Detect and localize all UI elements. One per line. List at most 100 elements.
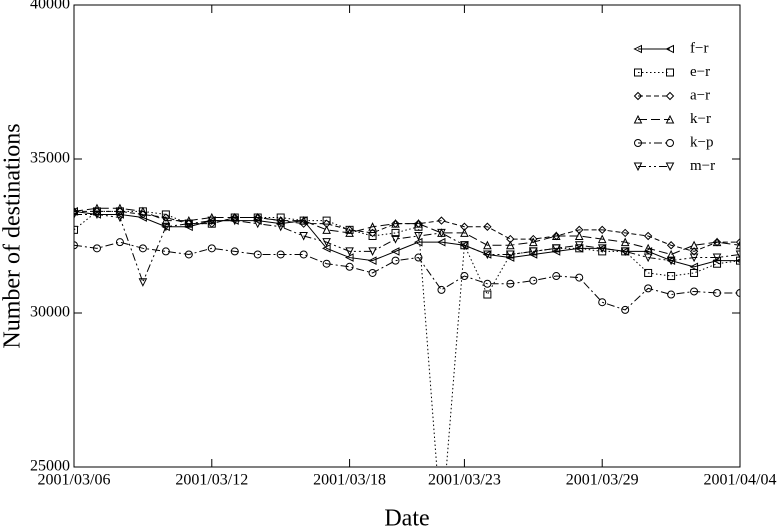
x-tick-label: 2001/04/04	[704, 472, 777, 489]
marker	[368, 232, 377, 240]
marker	[529, 247, 538, 257]
marker	[597, 234, 607, 244]
marker	[138, 244, 147, 253]
marker	[460, 272, 469, 281]
marker	[74, 210, 79, 220]
y-axis-title: Number of destinations	[0, 123, 26, 348]
marker	[115, 213, 125, 223]
marker	[575, 273, 584, 282]
marker	[74, 225, 78, 234]
marker	[276, 222, 285, 232]
marker	[666, 139, 674, 147]
marker	[712, 253, 722, 263]
marker	[74, 241, 78, 250]
marker	[138, 213, 147, 222]
marker	[92, 244, 101, 253]
marker	[633, 91, 643, 101]
marker	[230, 247, 239, 256]
marker	[598, 298, 607, 307]
marker	[574, 241, 584, 250]
marker	[184, 219, 194, 229]
marker	[322, 238, 331, 247]
marker	[506, 240, 515, 250]
legend-label: k−r	[690, 111, 711, 127]
marker	[483, 250, 492, 260]
marker	[644, 268, 653, 277]
legend-label: m−r	[690, 158, 715, 174]
marker	[299, 232, 308, 241]
plot-lines	[74, 203, 740, 530]
marker	[437, 216, 446, 225]
marker	[551, 244, 561, 253]
marker	[345, 228, 354, 237]
marker	[735, 240, 740, 250]
marker	[643, 231, 653, 241]
marker	[161, 222, 170, 232]
marker	[253, 212, 263, 222]
marker	[368, 268, 377, 277]
plot-frame	[73, 4, 741, 468]
marker	[551, 231, 561, 240]
marker	[506, 250, 515, 260]
marker	[368, 228, 377, 238]
marker	[643, 253, 653, 263]
marker	[391, 235, 400, 244]
x-axis-title: Date	[384, 506, 429, 530]
marker	[276, 215, 285, 225]
x-tick-label: 2001/03/06	[38, 472, 111, 489]
series-line	[74, 241, 740, 311]
marker	[665, 91, 675, 101]
marker	[391, 219, 400, 228]
marker	[390, 247, 400, 256]
marker	[597, 225, 607, 235]
marker	[666, 249, 676, 259]
series-line	[74, 213, 740, 284]
marker	[230, 216, 240, 226]
marker	[634, 139, 642, 147]
marker	[575, 244, 584, 253]
marker	[667, 272, 676, 281]
marker	[207, 244, 216, 253]
marker	[735, 250, 740, 260]
marker	[276, 250, 285, 259]
marker	[368, 247, 377, 257]
marker	[460, 241, 469, 250]
marker	[391, 256, 400, 265]
marker	[437, 228, 446, 238]
marker	[253, 219, 263, 229]
series-line	[74, 207, 740, 256]
marker	[736, 288, 740, 297]
marker	[253, 250, 262, 259]
marker	[483, 240, 492, 250]
marker	[138, 278, 148, 287]
marker	[92, 203, 102, 213]
marker	[74, 207, 79, 216]
marker	[368, 222, 377, 231]
legend-label: a−r	[690, 87, 710, 103]
marker	[665, 114, 675, 124]
marker	[299, 215, 308, 225]
marker	[299, 250, 308, 259]
marker	[483, 279, 492, 288]
y-tick-label: 30000	[30, 304, 70, 321]
marker	[644, 284, 653, 293]
marker	[643, 243, 653, 253]
marker	[634, 68, 642, 77]
marker	[438, 525, 445, 530]
marker	[689, 247, 699, 256]
marker	[552, 272, 561, 281]
marker	[667, 290, 676, 299]
x-tick-label: 2001/03/18	[313, 472, 386, 489]
marker	[115, 203, 125, 213]
marker	[506, 279, 515, 288]
y-tick-label: 25000	[30, 458, 70, 475]
marker	[620, 247, 630, 257]
marker	[736, 256, 740, 265]
marker	[620, 237, 630, 247]
x-tick-label: 2001/03/12	[175, 472, 248, 489]
marker	[138, 206, 148, 216]
y-tick-label: 35000	[30, 150, 70, 167]
legend-label: f−r	[690, 40, 708, 56]
marker	[666, 256, 676, 266]
